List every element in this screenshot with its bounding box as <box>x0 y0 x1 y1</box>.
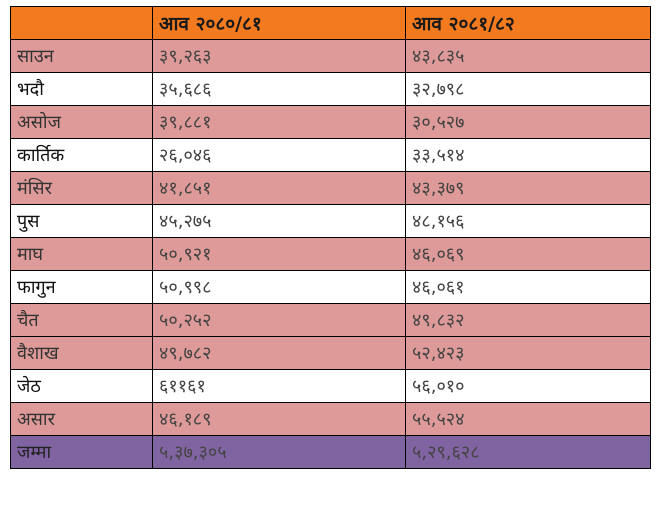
table-body: साउन ३९,२६३ ४३,८३५ भदौ ३५,६८६ ३२,७९८ असोज ३९,८८… <box>10 39 651 436</box>
value-2081-82-cell: ४६,०६१ <box>405 270 651 304</box>
value-2080-81-cell: ३९,८८१ <box>152 105 406 139</box>
table-row: माघ ५०,९२१ ४६,०६९ <box>10 237 651 271</box>
table-row: फागुन ५०,९९८ ४६,०६१ <box>10 270 651 304</box>
month-name-cell: जेठ <box>10 369 153 403</box>
monthly-comparison-table: आव २०८०/८१ आव २०८१/८२ साउन ३९,२६३ ४३,८३५ भद… <box>10 6 651 469</box>
value-2080-81-cell: ३९,२६३ <box>152 39 406 73</box>
value-2080-81-cell: ५०,९२१ <box>152 237 406 271</box>
table-row: जेठ ६११६१ ५६,०१० <box>10 369 651 403</box>
table-row: भदौ ३५,६८६ ३२,७९८ <box>10 72 651 106</box>
value-2081-82-cell: ४३,३७९ <box>405 171 651 205</box>
value-2080-81-cell: ३५,६८६ <box>152 72 406 106</box>
total-value-2080-81: ५,३७,३०५ <box>152 435 406 469</box>
month-name-cell: भदौ <box>10 72 153 106</box>
value-2080-81-cell: ४५,२७५ <box>152 204 406 238</box>
value-2081-82-cell: ४८,१५६ <box>405 204 651 238</box>
month-name-cell: माघ <box>10 237 153 271</box>
value-2081-82-cell: ४६,०६९ <box>405 237 651 271</box>
value-2080-81-cell: ६११६१ <box>152 369 406 403</box>
month-name-cell: वैशाख <box>10 336 153 370</box>
header-fiscal-year-2081-82: आव २०८१/८२ <box>405 6 651 40</box>
table-row: कार्तिक २६,०४६ ३३,५१४ <box>10 138 651 172</box>
month-name-cell: मंसिर <box>10 171 153 205</box>
total-value-2081-82: ५,२९,६२८ <box>405 435 651 469</box>
month-name-cell: कार्तिक <box>10 138 153 172</box>
table-row: साउन ३९,२६३ ४३,८३५ <box>10 39 651 73</box>
value-2081-82-cell: ५५,५२४ <box>405 402 651 436</box>
value-2080-81-cell: २६,०४६ <box>152 138 406 172</box>
value-2081-82-cell: ५६,०१० <box>405 369 651 403</box>
table-row: मंसिर ४१,८५१ ४३,३७९ <box>10 171 651 205</box>
month-name-cell: फागुन <box>10 270 153 304</box>
value-2081-82-cell: ३०,५२७ <box>405 105 651 139</box>
value-2081-82-cell: ४९,८३२ <box>405 303 651 337</box>
month-name-cell: चैत <box>10 303 153 337</box>
header-fiscal-year-2080-81: आव २०८०/८१ <box>152 6 406 40</box>
value-2080-81-cell: ५०,२५२ <box>152 303 406 337</box>
month-name-cell: असार <box>10 402 153 436</box>
table-header-row: आव २०८०/८१ आव २०८१/८२ <box>10 6 651 40</box>
table-row: असोज ३९,८८१ ३०,५२७ <box>10 105 651 139</box>
value-2081-82-cell: ३२,७९८ <box>405 72 651 106</box>
table-row: असार ४६,१८९ ५५,५२४ <box>10 402 651 436</box>
month-name-cell: साउन <box>10 39 153 73</box>
value-2081-82-cell: ५२,४२३ <box>405 336 651 370</box>
value-2080-81-cell: ४६,१८९ <box>152 402 406 436</box>
value-2081-82-cell: ३३,५१४ <box>405 138 651 172</box>
value-2080-81-cell: ४१,८५१ <box>152 171 406 205</box>
header-blank-cell <box>10 6 153 40</box>
table-row: पुस ४५,२७५ ४८,१५६ <box>10 204 651 238</box>
total-row: जम्मा ५,३७,३०५ ५,२९,६२८ <box>10 435 651 469</box>
table-row: वैशाख ४९,७८२ ५२,४२३ <box>10 336 651 370</box>
total-label: जम्मा <box>10 435 153 469</box>
table-row: चैत ५०,२५२ ४९,८३२ <box>10 303 651 337</box>
month-name-cell: असोज <box>10 105 153 139</box>
month-name-cell: पुस <box>10 204 153 238</box>
value-2081-82-cell: ४३,८३५ <box>405 39 651 73</box>
value-2080-81-cell: ४९,७८२ <box>152 336 406 370</box>
value-2080-81-cell: ५०,९९८ <box>152 270 406 304</box>
